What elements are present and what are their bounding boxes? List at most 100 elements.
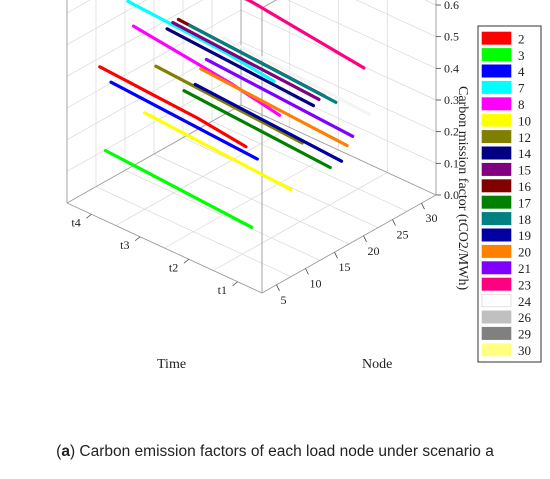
legend-entry: 23 [518,277,531,292]
series-lines [98,0,372,229]
legend-entry: 29 [518,327,531,342]
series-line-12 [154,64,304,145]
x-tick-mark [363,235,367,243]
legend-entry: 21 [518,261,531,276]
series-line-3 [103,148,254,229]
legend-swatch [481,179,512,193]
z-tick-label: 0.2 [444,125,459,139]
legend-swatch [481,195,512,209]
y-tick-mark [232,281,238,287]
legend-swatch [481,310,512,324]
y-tick-mark [183,258,190,264]
x-axis-label: Node [362,357,392,372]
x-tick-mark [392,219,396,226]
series-line-21 [204,57,355,138]
x-tick-label: 15 [339,260,351,274]
box-edge [66,104,242,204]
legend-swatch [481,244,512,258]
y-tick-mark [86,213,92,219]
z-tick-label: 0.1 [444,156,459,170]
series-line-18 [188,23,338,104]
tick-labels: 5 10 15 20 25 30 t1 t2 t3 t4 0.0 0.1 0.2 0.3 0.4 0.5 0.6… [71,0,459,307]
box-edge [261,0,278,9]
legend-swatch [481,48,512,62]
z-axis-label: Carbon mission factor (tCO2/MWh) [455,86,470,290]
y-tick-label: t1 [218,283,227,297]
series-line-20 [199,67,349,148]
series-line-8 [131,24,282,117]
legend-swatch [481,130,512,144]
series-line-23 [245,0,366,70]
caption-text: Carbon emission factors of each load nod… [75,443,494,460]
series-line-7 [126,0,276,83]
legend-swatch [481,97,512,111]
z-tick-label: 0.3 [444,93,459,107]
legend-swatch [481,31,512,45]
legend-entry: 12 [518,130,531,145]
legend-swatch [481,80,512,94]
legend-entry: 15 [518,163,531,178]
y-axis-label: Time [157,357,186,372]
y-tick-label: t4 [71,215,80,229]
legend-entry: 14 [518,146,532,161]
z-tick-label: 0.4 [444,61,459,75]
series-line-14 [165,27,315,108]
x-tick-label: 20 [368,244,380,258]
legend-entry: 2 [518,31,525,46]
legend-entry: 20 [518,245,531,260]
gridline [164,149,339,249]
gridline [213,172,388,271]
legend-swatch [481,146,512,160]
y-tick-mark [134,236,141,242]
figure-caption: (a) Carbon emission factors of each load… [56,443,494,460]
legend-swatch [481,294,512,308]
legend-entry: 19 [518,228,531,243]
x-tick-mark [334,251,338,259]
series-line-24 [221,35,372,117]
series-line-4 [109,80,259,161]
x-tick-label: 5 [281,293,287,307]
series-line-10 [143,111,293,192]
box-edge [66,202,263,294]
x-tick-label: 30 [426,211,438,225]
z-tick-label: 0.6 [444,0,459,12]
legend-entry: 30 [518,343,531,358]
legend-swatch [481,326,512,340]
y-tick-label: t2 [169,260,178,274]
series-line-15 [171,21,321,102]
legend-entry: 10 [518,113,531,128]
box-edge [240,104,437,196]
legend-entry: 7 [518,81,525,96]
x-tick-mark [305,268,309,275]
legend-entry: 8 [518,97,525,112]
x-tick-mark [421,202,425,210]
caption-tag: a [61,443,70,460]
y-tick-label: t3 [120,238,129,252]
gridline [355,0,437,37]
legend-entry: 4 [518,64,525,79]
box-edge [261,194,437,294]
series-line-17 [182,89,332,170]
legend-entry: 17 [518,195,532,210]
x-tick-label: 10 [310,277,322,291]
z-tick-label: 0.0 [444,188,459,202]
legend-entry: 26 [518,310,532,325]
legend-swatch [481,277,512,291]
legend-entry: 18 [518,212,531,227]
legend-swatch [481,343,512,357]
x-tick-label: 25 [397,228,409,242]
legend-entry: 24 [518,294,532,309]
legend-entry: 16 [518,179,532,194]
legend-swatch [481,113,512,127]
chart-3d: 5 10 15 20 25 30 t1 t2 t3 t4 0.0 0.1 0.2 0.3 0.4 0.5 0.6… [66,0,542,372]
legend-swatch [481,162,512,176]
legend-swatch [481,64,512,78]
series-line-2 [98,65,248,149]
x-tick-mark [276,284,280,292]
gridline [115,127,290,226]
legend-entry: 3 [518,48,525,63]
legend-swatch [481,228,512,242]
z-tick-label: 0.5 [444,30,459,44]
series-line-19 [193,82,344,163]
